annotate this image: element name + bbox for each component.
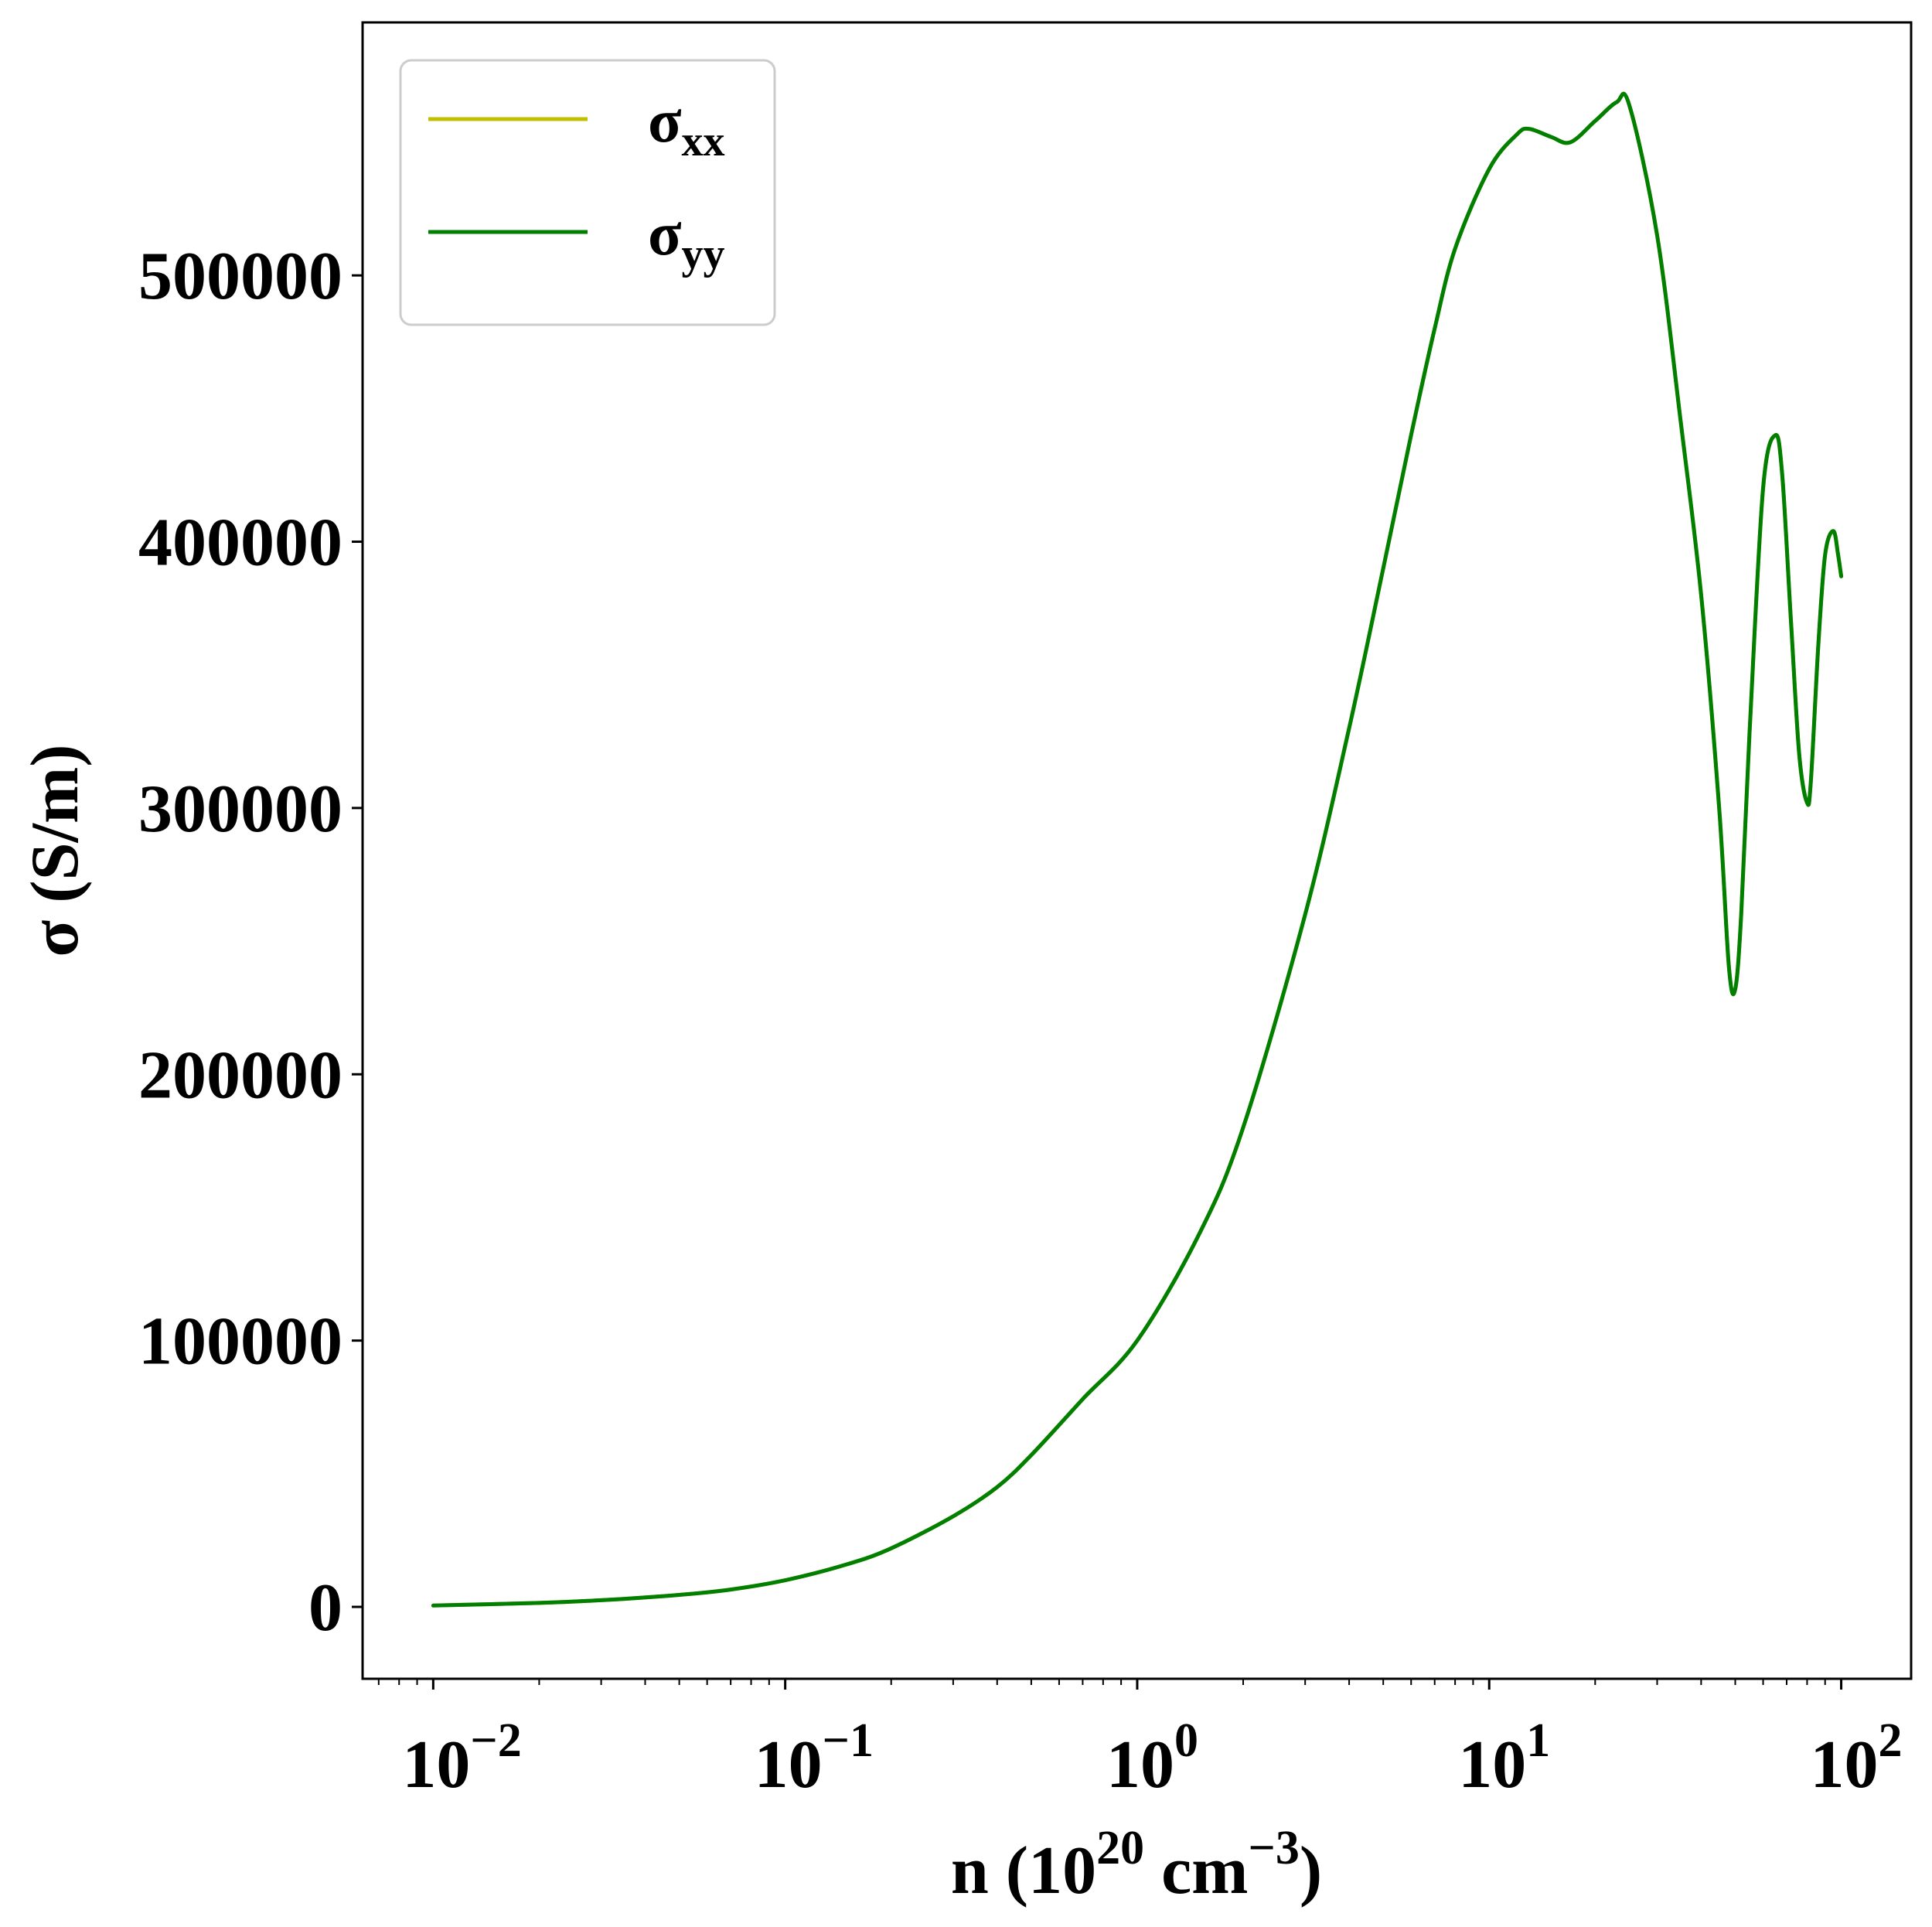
legend-label-sigma-xx: σxx <box>648 87 725 165</box>
y-tick-label: 100000 <box>138 1305 342 1380</box>
legend-sigma-xx-subscript: xx <box>682 118 725 165</box>
x-axis-label: n (1020 cm−3) <box>951 1822 1322 1908</box>
x-tick-label: 101 <box>1458 1714 1550 1803</box>
x-axis-label-sup2: −3 <box>1248 1822 1299 1874</box>
x-tick-label: 10−2 <box>402 1714 521 1803</box>
x-axis-label-sup1: 20 <box>1096 1822 1144 1874</box>
y-tick-label: 200000 <box>138 1038 342 1113</box>
plot-frame <box>361 21 1913 1680</box>
y-tick-label: 0 <box>308 1571 342 1646</box>
legend-sigma-xx-symbol: σ <box>648 87 682 155</box>
tick-layer: 0 100000 200000 300000 400000 500000 10−2 10−1 1… <box>138 239 1903 1803</box>
legend-sigma-yy-subscript: yy <box>682 230 725 278</box>
x-axis-label-middle: cm <box>1144 1833 1248 1908</box>
legend-label-sigma-yy: σyy <box>648 200 725 278</box>
legend: σxx σyy <box>399 59 776 326</box>
y-tick-label: 400000 <box>138 506 342 581</box>
series-layer <box>431 91 1844 1608</box>
y-tick-label: 300000 <box>138 772 342 847</box>
x-tick-label: 10−1 <box>755 1714 874 1803</box>
x-axis-label-prefix: n (10 <box>951 1833 1096 1908</box>
legend-sigma-yy-symbol: σ <box>648 200 682 268</box>
y-axis-label: σ (S/m) <box>18 744 93 957</box>
y-tick-label: 500000 <box>138 239 342 314</box>
x-tick-label: 102 <box>1811 1714 1903 1803</box>
x-axis-label-suffix: ) <box>1300 1833 1322 1908</box>
legend-box <box>399 59 776 326</box>
series-line-sigma-yy <box>431 91 1844 1608</box>
x-tick-label: 100 <box>1106 1714 1198 1803</box>
